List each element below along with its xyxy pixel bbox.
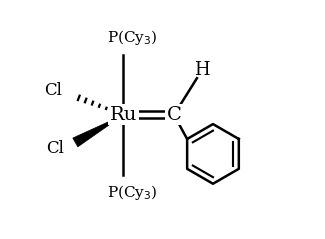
Text: C: C: [166, 106, 181, 124]
Text: P(Cy$_3$): P(Cy$_3$): [107, 28, 158, 47]
Polygon shape: [73, 115, 124, 147]
Text: P(Cy$_3$): P(Cy$_3$): [107, 183, 158, 201]
Text: Cl: Cl: [46, 140, 64, 157]
Text: Ru: Ru: [110, 106, 137, 124]
Text: Cl: Cl: [44, 82, 61, 99]
Text: H: H: [194, 61, 209, 79]
